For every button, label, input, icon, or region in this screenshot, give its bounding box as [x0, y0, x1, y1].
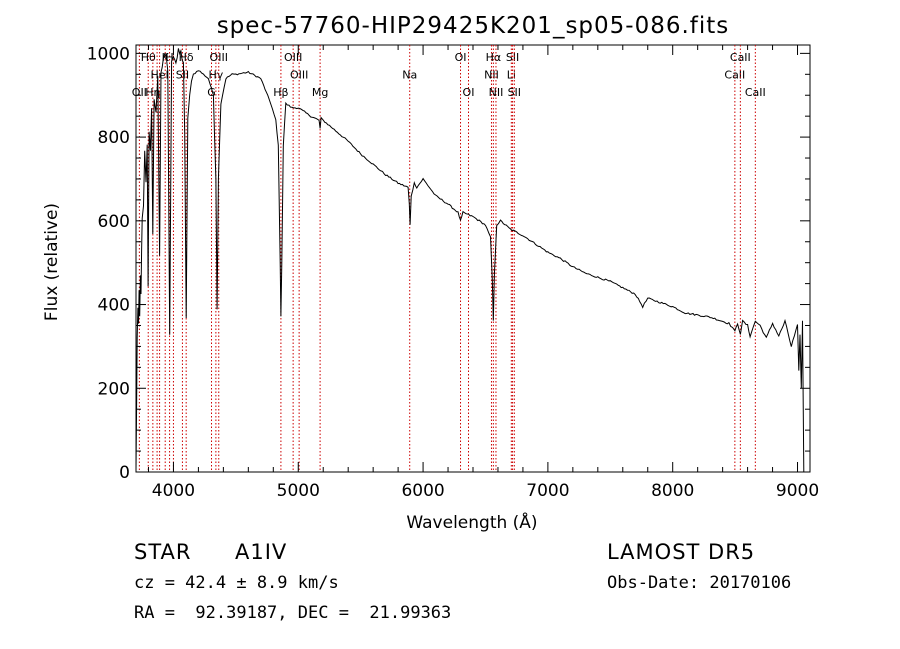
spectral-subclass: A1IV [235, 540, 288, 564]
x-axis-label: Wavelength (Å) [406, 511, 537, 533]
y-tick-label-600: 600 [98, 212, 130, 232]
y-tick-label-1000: 1000 [87, 44, 130, 64]
x-tick-label-4000: 4000 [152, 481, 195, 501]
line-marker-label-22: NII [489, 86, 504, 99]
y-tick-label-400: 400 [98, 296, 130, 316]
line-marker-label-14: OIII [284, 51, 302, 64]
line-marker-label-11: Hγ [208, 69, 223, 82]
line-marker-label-17: Na [402, 69, 417, 82]
line-marker-label-13: Hβ [273, 86, 288, 99]
line-marker-label-21: Hα [486, 51, 502, 64]
chart-title: spec-57760-HIP29425K201_sp05-086.fits [217, 13, 730, 39]
spectral-class: STAR [134, 540, 192, 564]
line-marker-label-10: G [207, 86, 216, 99]
y-axis-label: Flux (relative) [42, 203, 62, 321]
line-marker-label-15: OIII [290, 69, 308, 82]
x-tick-label-6000: 6000 [401, 481, 444, 501]
line-marker-label-6: H [165, 51, 173, 64]
redshift-readout: cz = 42.4 ± 8.9 km/s [134, 573, 339, 593]
observation-date: Obs-Date: 20170106 [607, 573, 792, 593]
line-marker-label-28: CaII [745, 86, 766, 99]
survey-name: LAMOST DR5 [607, 540, 756, 564]
line-marker-label-18: OI [455, 51, 467, 64]
plot-area: OIIHθHηHeIKHSIIHδGHγOIIIHβOIIIOIIIMgNaOI… [87, 44, 819, 501]
y-tick-label-200: 200 [98, 379, 130, 399]
line-marker-label-26: CaII [724, 69, 745, 82]
line-marker-label-16: Mg [312, 86, 328, 99]
line-marker-label-0: OII [132, 86, 147, 99]
line-marker-label-5: K [162, 51, 170, 64]
line-marker-label-12: OIII [210, 51, 228, 64]
line-marker-label-27: CaII [730, 51, 751, 64]
line-marker-label-24: SII [506, 51, 519, 64]
y-tick-label-0: 0 [119, 463, 130, 483]
x-tick-label-5000: 5000 [277, 481, 320, 501]
spectrum-line [135, 48, 805, 473]
line-marker-label-1: Hθ [141, 51, 156, 64]
line-marker-label-20: NII [484, 69, 499, 82]
line-marker-label-23: Li [507, 69, 516, 82]
line-marker-label-25: SII [508, 86, 521, 99]
plot-frame [135, 44, 811, 473]
x-tick-label-8000: 8000 [651, 481, 694, 501]
coordinates-readout: RA = 92.39187, DEC = 21.99363 [134, 603, 452, 623]
line-marker-label-4: HeI [150, 69, 168, 82]
x-tick-label-9000: 9000 [776, 481, 819, 501]
line-marker-label-19: OI [463, 86, 475, 99]
x-tick-label-7000: 7000 [526, 481, 569, 501]
y-tick-label-800: 800 [98, 128, 130, 148]
line-marker-label-8: SII [176, 69, 189, 82]
